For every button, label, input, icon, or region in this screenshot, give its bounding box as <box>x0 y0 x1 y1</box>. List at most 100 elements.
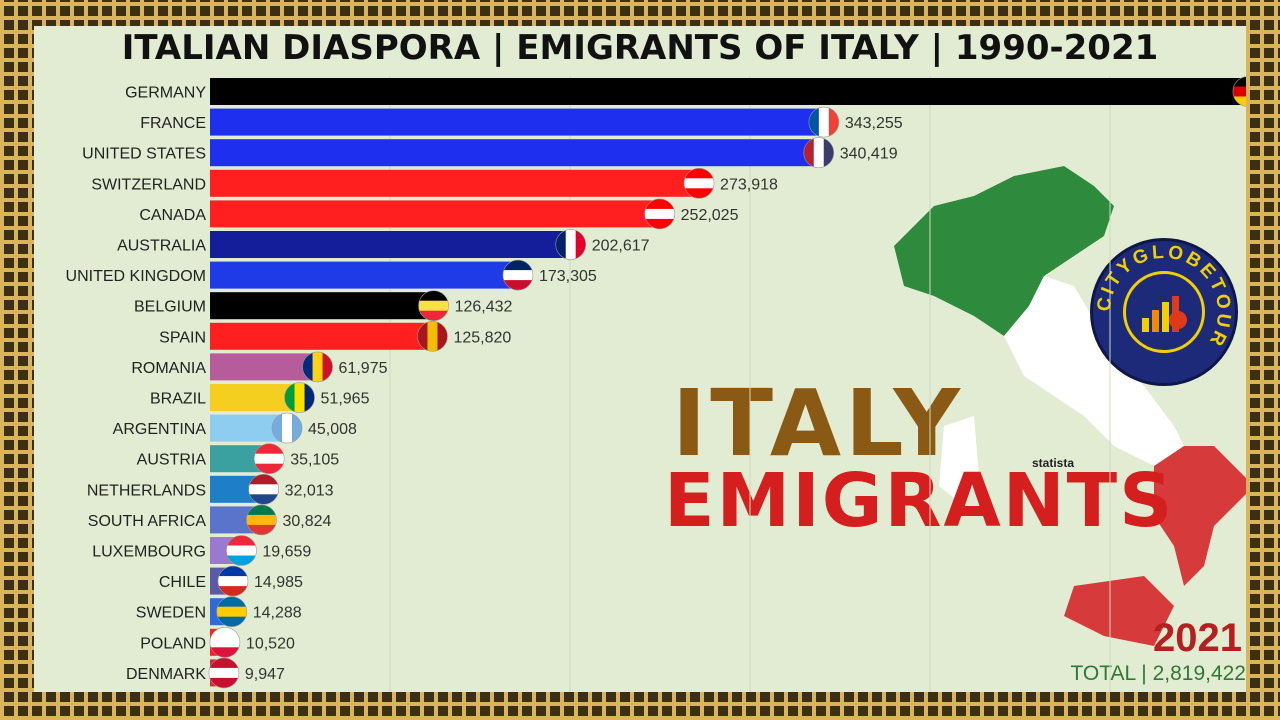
flag-outline <box>803 137 835 168</box>
country-label: POLAND <box>140 635 206 652</box>
flag-outline <box>271 412 303 444</box>
value-label: 340,419 <box>840 146 898 163</box>
country-label: LUXEMBOURG <box>92 544 206 561</box>
bar <box>210 292 438 320</box>
value-label: 10,520 <box>246 635 295 652</box>
value-label: 51,965 <box>321 391 370 408</box>
bar <box>210 78 1246 105</box>
flag-icon <box>217 566 248 597</box>
value-label: 45,008 <box>308 421 357 438</box>
flag-icon <box>254 443 285 474</box>
value-label: 9,947 <box>245 666 285 683</box>
country-label: CHILE <box>159 574 206 591</box>
flag-outline <box>417 320 448 352</box>
flag-outline <box>208 657 240 689</box>
flag-icon <box>803 137 834 168</box>
bar <box>210 231 575 258</box>
value-label: 252,025 <box>681 207 739 224</box>
flag-outline <box>808 106 840 138</box>
value-label: 30,824 <box>282 513 331 530</box>
flag-outline <box>246 504 277 536</box>
emigrants-heading: EMIGRANTS <box>664 458 1175 544</box>
flag-outline <box>502 259 534 291</box>
flag-outline <box>217 565 249 597</box>
italy-map-north <box>894 166 1114 336</box>
value-label: 202,617 <box>592 238 650 255</box>
value-label: 14,985 <box>254 574 303 591</box>
bar <box>210 169 704 197</box>
flag-outline <box>644 198 675 230</box>
bar <box>210 322 437 350</box>
flag-icon <box>272 413 303 444</box>
flag-icon <box>246 504 277 535</box>
country-label: BELGIUM <box>134 299 206 316</box>
country-label: ARGENTINA <box>113 421 207 438</box>
bar <box>210 261 522 289</box>
cityglobetour-logo: CITYGLOBETOUR <box>1090 238 1238 386</box>
flag-outline <box>418 290 449 322</box>
value-label: 19,659 <box>262 544 311 561</box>
flag-outline <box>253 443 285 475</box>
value-label: 173,305 <box>539 268 597 285</box>
flag-icon <box>216 596 247 627</box>
italy-map-center <box>1004 276 1184 466</box>
bar <box>210 200 664 228</box>
value-label: 125,820 <box>453 329 511 346</box>
country-label: UNITED STATES <box>82 146 206 163</box>
flag-icon <box>284 382 315 413</box>
country-label: BRAZIL <box>150 391 206 408</box>
chart-title: ITALIAN DIASPORA | EMIGRANTS OF ITALY | … <box>121 28 1159 68</box>
flag-icon <box>226 535 257 566</box>
flag-outline <box>555 229 587 260</box>
flag-icon <box>248 474 279 505</box>
country-label: AUSTRIA <box>137 452 207 469</box>
country-label: SPAIN <box>159 329 206 346</box>
bar <box>210 139 823 167</box>
country-label: CANADA <box>139 207 206 224</box>
flag-icon <box>208 657 239 688</box>
value-label: 32,013 <box>285 482 334 499</box>
flag-outline <box>209 626 241 658</box>
country-label: SOUTH AFRICA <box>88 513 207 530</box>
flag-outline <box>216 596 248 628</box>
logo-chart-icon <box>1123 271 1205 353</box>
italy-heading: ITALY <box>672 370 964 477</box>
country-label: SWEDEN <box>136 605 206 622</box>
flag-icon <box>418 290 449 321</box>
flag-icon <box>502 260 533 291</box>
value-label: 35,105 <box>290 452 339 469</box>
flag-icon <box>1232 76 1246 107</box>
flag-icon <box>644 198 675 229</box>
value-label: 61,975 <box>339 360 388 377</box>
country-label: GERMANY <box>125 85 206 102</box>
chart-panel: ITALIAN DIASPORA | EMIGRANTS OF ITALY | … <box>34 26 1246 692</box>
flag-outline <box>683 168 715 199</box>
italy-map-south <box>1154 446 1246 586</box>
flag-icon <box>302 351 333 382</box>
flag-icon <box>555 229 586 260</box>
value-label: 273,918 <box>720 176 778 193</box>
flag-outline <box>248 473 279 505</box>
italy-map-sardinia <box>939 416 979 506</box>
flag-outline <box>1232 76 1246 107</box>
flag-icon <box>209 627 240 658</box>
bar <box>210 108 828 136</box>
value-label: 14,288 <box>253 605 302 622</box>
flag-icon <box>808 107 839 138</box>
country-label: NETHERLANDS <box>87 482 206 499</box>
country-label: SWITZERLAND <box>91 176 206 193</box>
country-label: ROMANIA <box>131 360 206 377</box>
flag-icon <box>684 168 715 199</box>
value-label: 343,255 <box>845 115 903 132</box>
country-label: AUSTRALIA <box>117 238 206 255</box>
total-label: TOTAL | 2,819,422 <box>1070 662 1246 685</box>
country-label: UNITED KINGDOM <box>66 268 206 285</box>
flag-outline <box>284 382 315 413</box>
italy-map-graphic <box>894 166 1246 646</box>
value-label: 126,432 <box>455 299 513 316</box>
statista-credit: statista <box>1032 456 1075 470</box>
flag-icon <box>417 321 448 352</box>
italy-map-sicily <box>1064 576 1174 646</box>
flag-outline <box>226 535 257 566</box>
